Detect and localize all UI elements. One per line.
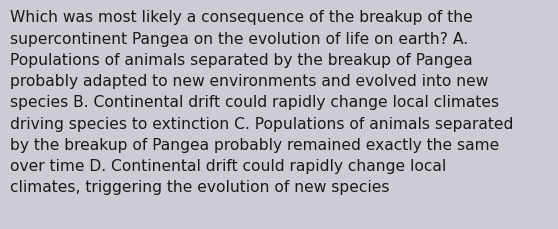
Text: Which was most likely a consequence of the breakup of the
supercontinent Pangea : Which was most likely a consequence of t… <box>10 10 513 194</box>
